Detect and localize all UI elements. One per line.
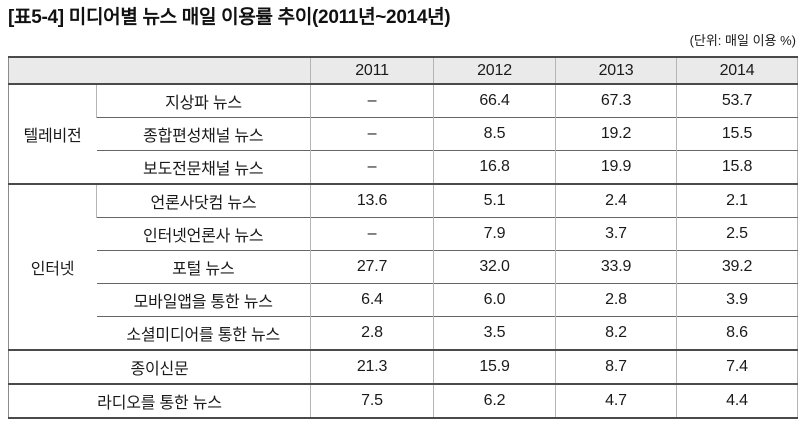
value-cell: 6.0 (433, 283, 556, 317)
page-title: [표5-4] 미디어별 뉴스 매일 이용률 추이(2011년~2014년) (8, 7, 451, 28)
table-row: 종합편성채널 뉴스 – 8.5 19.2 15.5 (9, 117, 798, 151)
value-cell: 2.1 (676, 183, 798, 218)
value-cell: 13.6 (310, 183, 434, 218)
value-cell: 21.3 (310, 349, 434, 384)
value-cell: 7.5 (310, 383, 434, 418)
value-cell: 66.4 (433, 83, 556, 118)
value-cell: 8.6 (676, 316, 798, 350)
year-header-2012: 2012 (433, 57, 556, 85)
year-header-2013: 2013 (555, 57, 677, 85)
value-cell: 2.4 (555, 183, 677, 218)
value-cell: 6.4 (310, 283, 434, 317)
value-cell: 3.9 (676, 283, 798, 317)
table-row: 인터넷 언론사닷컴 뉴스 13.6 5.1 2.4 2.1 (8, 183, 798, 350)
value-cell: 15.5 (676, 117, 798, 151)
value-cell: 15.9 (433, 349, 556, 384)
row-label-terrestrial: 지상파 뉴스 (96, 83, 311, 118)
value-cell: 3.5 (433, 316, 556, 350)
row-label-social-media: 소셜미디어를 통한 뉴스 (96, 316, 311, 350)
value-cell: 6.2 (433, 383, 556, 418)
value-cell: – (310, 150, 434, 184)
table-row: 텔레비전 지상파 뉴스 – 66.4 67.3 53.7 (8, 83, 798, 184)
row-label-general-programming: 종합편성채널 뉴스 (96, 117, 311, 151)
value-cell: – (310, 217, 434, 251)
value-cell: 2.5 (676, 217, 798, 251)
page: [표5-4] 미디어별 뉴스 매일 이용률 추이(2011년~2014년) (단… (8, 7, 798, 419)
value-cell: 4.4 (676, 383, 798, 418)
group-cell-internet: 인터넷 (8, 183, 97, 350)
value-cell: 3.7 (555, 217, 677, 251)
year-header-2011: 2011 (310, 57, 434, 85)
row-label-radio: 라디오를 통한 뉴스 (8, 383, 311, 418)
value-cell: 8.5 (433, 117, 556, 151)
table-row: 보도전문채널 뉴스 – 16.8 19.9 15.8 (9, 150, 798, 184)
table-row: 인터넷언론사 뉴스 – 7.9 3.7 2.5 (9, 217, 798, 251)
value-cell: 7.4 (676, 349, 798, 384)
value-cell: – (310, 117, 434, 151)
value-cell: 5.1 (433, 183, 556, 218)
year-header-2014: 2014 (676, 57, 798, 85)
row-label-internet-press: 인터넷언론사 뉴스 (96, 217, 311, 251)
group-cell-television: 텔레비전 (8, 83, 97, 184)
value-cell: 4.7 (555, 383, 677, 418)
header-row: 2011 2012 2013 2014 (8, 57, 798, 85)
value-cell: 39.2 (676, 250, 798, 284)
value-cell: 27.7 (310, 250, 434, 284)
value-cell: 33.9 (555, 250, 677, 284)
value-cell: 67.3 (555, 83, 677, 118)
value-cell: 8.2 (555, 316, 677, 350)
value-cell: 19.2 (555, 117, 677, 151)
corner-cell (8, 57, 311, 85)
table-row: 모바일앱을 통한 뉴스 6.4 6.0 2.8 3.9 (9, 283, 798, 317)
row-label-paper-newspaper: 종이신문 (8, 349, 311, 384)
table-row: 종이신문 21.3 15.9 8.7 7.4 (8, 349, 798, 384)
row-label-portal: 포털 뉴스 (96, 250, 311, 284)
table-row: 포털 뉴스 27.7 32.0 33.9 39.2 (9, 250, 798, 284)
value-cell: 16.8 (433, 150, 556, 184)
row-label-mobile-app: 모바일앱을 통한 뉴스 (96, 283, 311, 317)
row-label-press-dotcom: 언론사닷컴 뉴스 (96, 183, 311, 218)
value-cell: 2.8 (310, 316, 434, 350)
unit-note: (단위: 매일 이용 %) (689, 33, 796, 48)
table-row: 라디오를 통한 뉴스 7.5 6.2 4.7 4.4 (8, 383, 798, 418)
value-cell: 7.9 (433, 217, 556, 251)
value-cell: 15.8 (676, 150, 798, 184)
value-cell: – (310, 83, 434, 118)
table-row: 소셜미디어를 통한 뉴스 2.8 3.5 8.2 8.6 (9, 316, 798, 350)
value-cell: 19.9 (555, 150, 677, 184)
value-cell: 2.8 (555, 283, 677, 317)
value-cell: 8.7 (555, 349, 677, 384)
value-cell: 32.0 (433, 250, 556, 284)
row-label-news-channel: 보도전문채널 뉴스 (96, 150, 311, 184)
value-cell: 53.7 (676, 83, 798, 118)
media-usage-table: 2011 2012 2013 2014 텔레비전 지상파 뉴스 – 66.4 6… (8, 56, 798, 419)
